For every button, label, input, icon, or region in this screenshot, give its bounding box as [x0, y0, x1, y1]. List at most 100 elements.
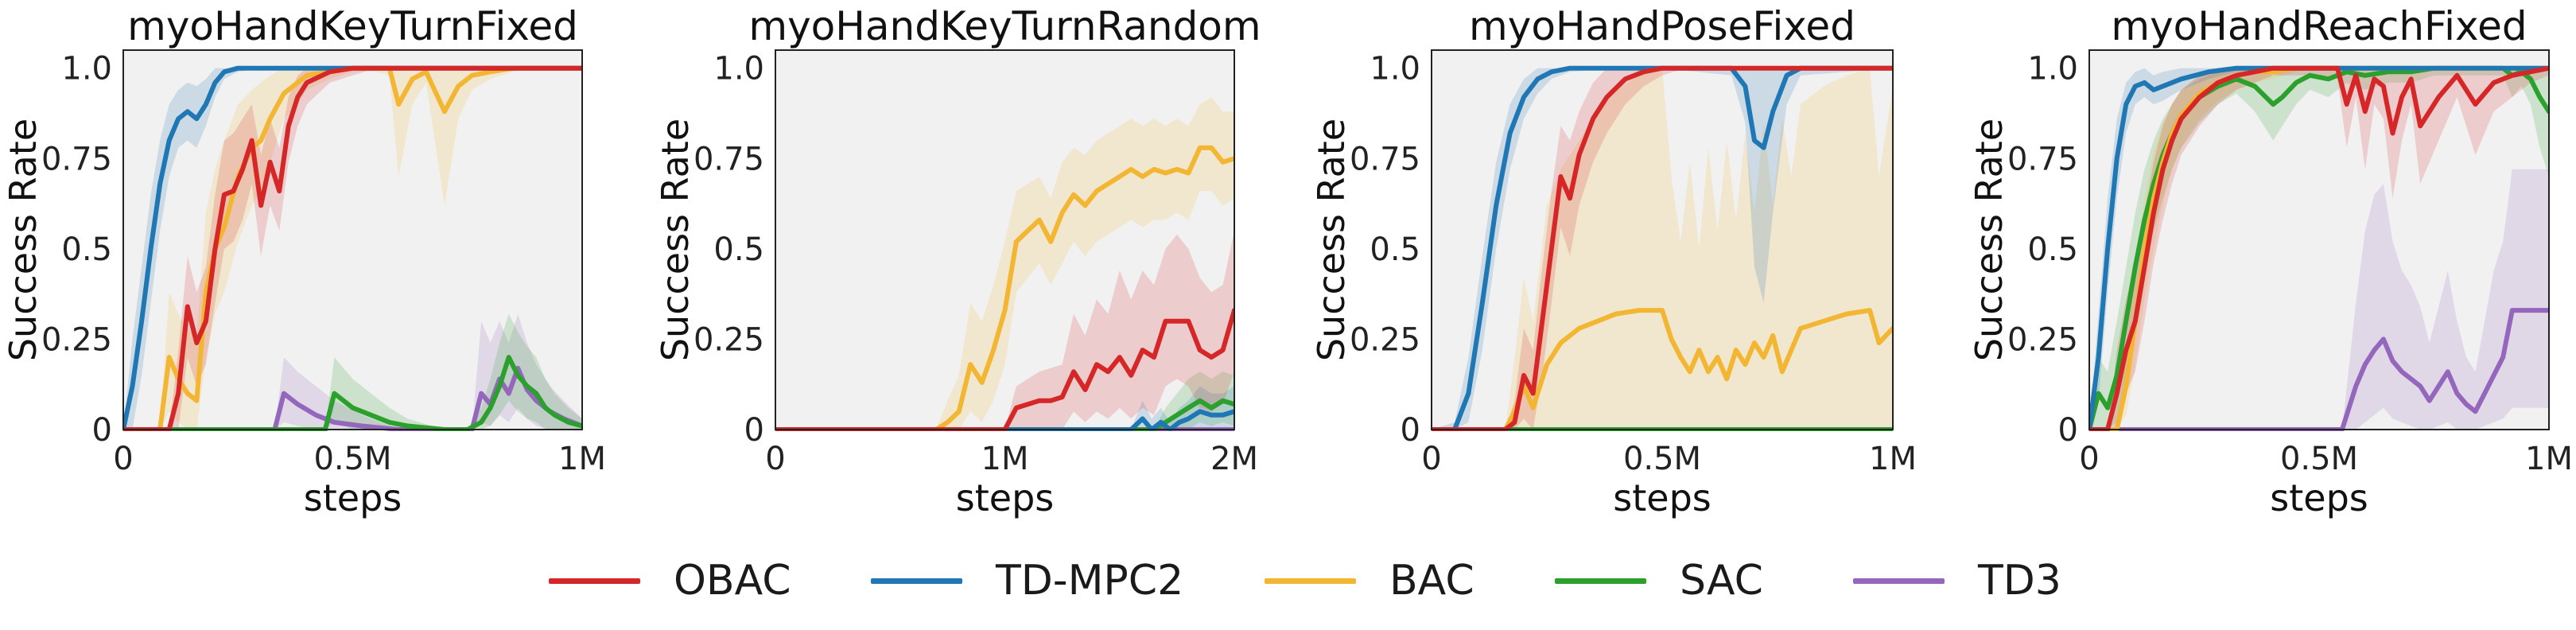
chart-panel-1: 0 0.25 0.5 0.75 1.0 0 0.5M 1M myoHandKeyTurnFixe… [2, 3, 606, 519]
series-line-td-mpc2 [2089, 65, 2549, 431]
chart-panel-3: 0 0.25 0.5 0.75 1.0 0 0.5M 1M myoHandPoseFixed st… [1310, 3, 1917, 519]
chart-title: myoHandPoseFixed [1469, 3, 1855, 49]
x-tick-label: 0 [113, 441, 133, 477]
x-tick-label: 2M [1210, 441, 1258, 477]
x-tick-label: 0 [765, 441, 785, 477]
series-line-td-mpc2 [1432, 65, 1893, 431]
series-line-bac [1432, 308, 1893, 431]
y-tick-label: 0.25 [694, 321, 764, 358]
y-tick-label: 0 [2058, 412, 2078, 449]
y-tick-label: 0.5 [1370, 231, 1420, 268]
y-tick-label: 0 [92, 412, 112, 449]
band-obac [123, 68, 582, 430]
y-tick-label: 1.0 [2027, 51, 2078, 88]
y-axis-label: Success Rate [2, 119, 45, 361]
y-tick-label: 1.0 [61, 51, 112, 88]
legend-swatch [1265, 578, 1356, 584]
band-td-mpc2 [1432, 68, 1893, 430]
y-tick-label: 0.5 [2027, 231, 2078, 268]
x-tick-label: 1M [558, 441, 606, 477]
series-line-sac [123, 355, 582, 431]
x-tick-label: 1M [981, 441, 1029, 477]
chart-title: myoHandKeyTurnRandom [748, 3, 1261, 49]
series-line-bac [775, 145, 1234, 431]
plot-series [123, 65, 582, 431]
x-axis-label: steps [304, 476, 402, 519]
band-obac [775, 231, 1234, 430]
legend-label: BAC [1389, 557, 1474, 605]
series-line-obac [123, 65, 582, 431]
band-bac [775, 97, 1234, 430]
band-td-mpc2 [775, 386, 1234, 430]
legend-label: TD-MPC2 [996, 557, 1184, 605]
series-line-td-mpc2 [775, 409, 1234, 431]
y-tick-label: 0.75 [694, 141, 764, 177]
x-tick-label: 1M [1869, 441, 1917, 477]
y-tick-label: 0.75 [41, 141, 112, 177]
x-axis-label: steps [956, 476, 1054, 519]
series-line-bac [123, 65, 582, 431]
y-tick-label: 0.75 [1350, 141, 1420, 177]
x-tick-label: 0 [2079, 441, 2099, 477]
y-axis-label: Success Rate [654, 119, 697, 361]
plot-frame [775, 49, 1235, 430]
plot-frame [1431, 49, 1894, 430]
chart-panel-2: 0 0.25 0.5 0.75 1.0 0 1M 2M myoHandKeyTurnRandom… [654, 3, 1261, 519]
band-sac [775, 371, 1234, 430]
band-bac [1432, 68, 1893, 430]
y-tick-label: 0 [744, 412, 764, 449]
x-axis-label: steps [2270, 476, 2368, 519]
series-line-obac [2089, 65, 2549, 431]
band-td-mpc2 [123, 68, 582, 430]
plot-area [1432, 50, 1893, 430]
plot-frame [2088, 49, 2550, 430]
chart-panel-4: 0 0.25 0.5 0.75 1.0 0 0.5M 1M myoHandReachFixed s… [1968, 3, 2573, 519]
x-axis-label: steps [1613, 476, 1711, 519]
legend-label: SAC [1680, 557, 1763, 605]
x-tick-label: 0.5M [1623, 441, 1701, 477]
plot-area [2089, 50, 2549, 430]
series-line-obac [775, 308, 1234, 431]
legend-label: OBAC [674, 557, 791, 605]
x-tick-label: 1M [2525, 441, 2573, 477]
legend-swatch [549, 578, 640, 584]
legend-swatch [871, 578, 962, 584]
y-tick-label: 0.75 [2007, 141, 2078, 177]
legend-item-td3: TD3 [1853, 541, 2061, 620]
legend: OBAC TD-MPC2 BAC SAC TD3 [0, 541, 2576, 620]
x-tick-label: 0.5M [313, 441, 391, 477]
y-tick-label: 0.25 [2007, 321, 2078, 358]
x-tick-label: 0.5M [2280, 441, 2358, 477]
band-obac [2089, 68, 2549, 430]
series-line-obac [1432, 65, 1893, 431]
y-axis-label: Success Rate [1310, 119, 1353, 361]
band-bac [123, 68, 582, 430]
legend-item-obac: OBAC [549, 541, 791, 620]
y-tick-label: 0 [1401, 412, 1420, 449]
plot-series [2089, 65, 2549, 431]
legend-item-sac: SAC [1555, 541, 1763, 620]
y-tick-label: 1.0 [1370, 51, 1420, 88]
x-tick-label: 0 [1421, 441, 1441, 477]
band-obac [1432, 68, 1893, 430]
band-td3 [123, 313, 582, 430]
y-tick-label: 1.0 [713, 51, 764, 88]
y-tick-label: 0.5 [713, 231, 764, 268]
legend-item-bac: BAC [1265, 541, 1474, 620]
y-axis-label: Success Rate [1968, 119, 2011, 361]
legend-swatch [1555, 578, 1646, 584]
plot-frame [122, 49, 583, 430]
series-line-td-mpc2 [123, 65, 582, 431]
plot-area [775, 50, 1234, 430]
chart-title: myoHandReachFixed [2111, 3, 2527, 49]
y-tick-label: 0.25 [1350, 321, 1420, 358]
legend-item-td-mpc2: TD-MPC2 [871, 541, 1183, 620]
legend-swatch [1853, 578, 1945, 584]
band-td3 [2089, 169, 2549, 430]
chart-title: myoHandKeyTurnFixed [127, 3, 578, 49]
y-tick-label: 0.25 [41, 321, 112, 358]
series-line-td3 [2089, 308, 2549, 431]
chart-figure: 0 0.25 0.5 0.75 1.0 0 0.5M 1M myoHandKeyTurnFixe… [2, 3, 2573, 519]
series-line-td3 [123, 365, 582, 431]
legend-label: TD3 [1978, 557, 2061, 605]
